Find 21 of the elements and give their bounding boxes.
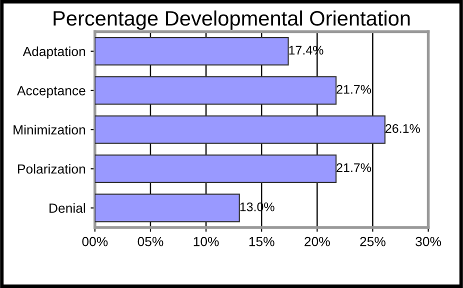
y-tick-label: Adaptation (22, 46, 86, 59)
bar (94, 154, 337, 184)
y-tick-label: Denial (50, 203, 86, 213)
data-label: 21.7% (336, 163, 372, 172)
bar (94, 76, 337, 105)
x-tick-label: 30% (416, 236, 442, 246)
x-tick-label: 10% (194, 236, 219, 246)
data-label: 21.7% (336, 84, 372, 94)
x-tick-label: 25% (360, 236, 386, 246)
x-tick-label: 00% (82, 236, 108, 246)
bar (94, 115, 386, 144)
bar (94, 37, 289, 66)
x-tick-label: 20% (304, 236, 330, 246)
y-tick-label: Acceptance (16, 86, 86, 98)
bar (94, 194, 240, 222)
x-tick-label: 05% (138, 236, 164, 246)
data-label: 26.1% (386, 124, 420, 133)
x-tick-label: 15% (249, 236, 274, 246)
y-tick-label: Polarization (18, 164, 86, 174)
chart-title: Percentage Developmental Orientation (54, 10, 410, 30)
y-tick-label: Minimization (14, 124, 86, 135)
